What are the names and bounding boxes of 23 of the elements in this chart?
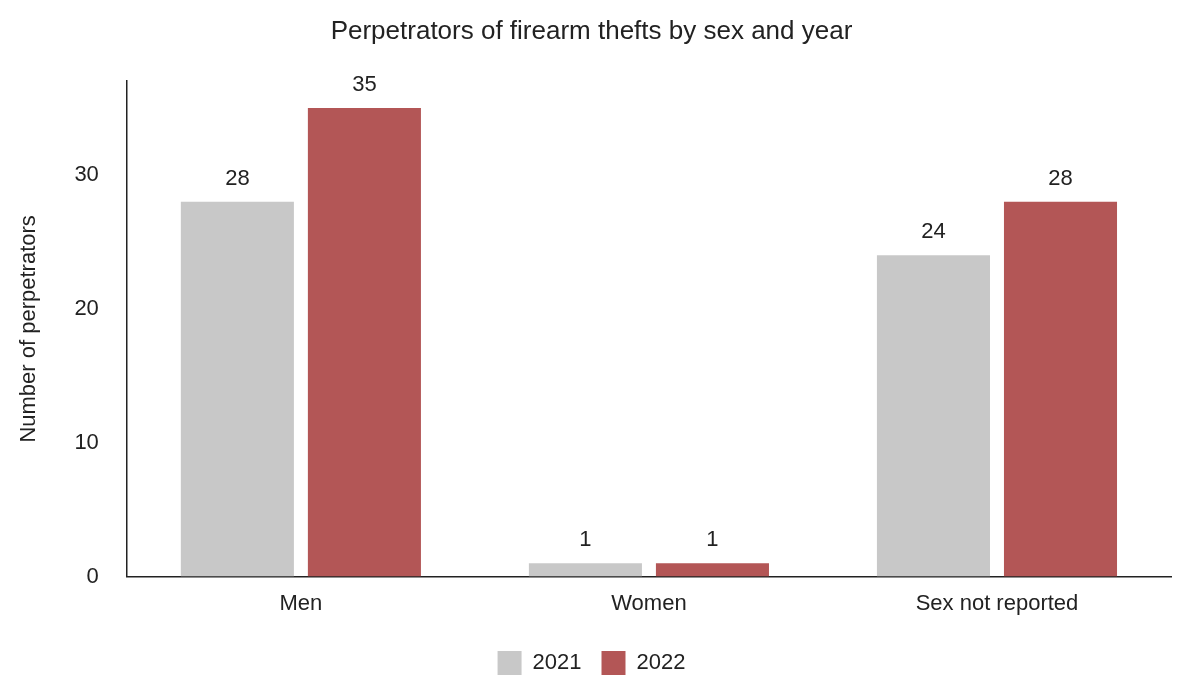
x-tick-label: Men — [279, 589, 323, 615]
data-label: 28 — [1048, 164, 1073, 190]
y-tick-label: 30 — [74, 160, 99, 186]
y-tick-label: 10 — [74, 428, 99, 454]
legend-label: 2022 — [636, 649, 686, 675]
bar — [528, 563, 642, 577]
chart-title: Perpetrators of firearm thefts by sex and year — [330, 14, 853, 45]
y-tick-label: 20 — [74, 294, 99, 320]
bar — [876, 255, 990, 577]
x-tick-label: Women — [611, 589, 687, 615]
bar — [1003, 201, 1118, 577]
data-label: 28 — [225, 164, 250, 190]
data-label: 1 — [579, 526, 592, 552]
bar — [307, 107, 421, 577]
data-label: 24 — [921, 218, 946, 244]
y-tick-label: 0 — [86, 562, 99, 588]
bar — [180, 201, 294, 577]
bar — [655, 563, 769, 577]
data-label: 35 — [352, 71, 377, 97]
legend-label: 2021 — [532, 649, 582, 675]
data-label: 1 — [706, 526, 719, 552]
x-tick-label: Sex not reported — [915, 589, 1079, 615]
y-axis-title: Number of perpetrators — [15, 215, 41, 443]
